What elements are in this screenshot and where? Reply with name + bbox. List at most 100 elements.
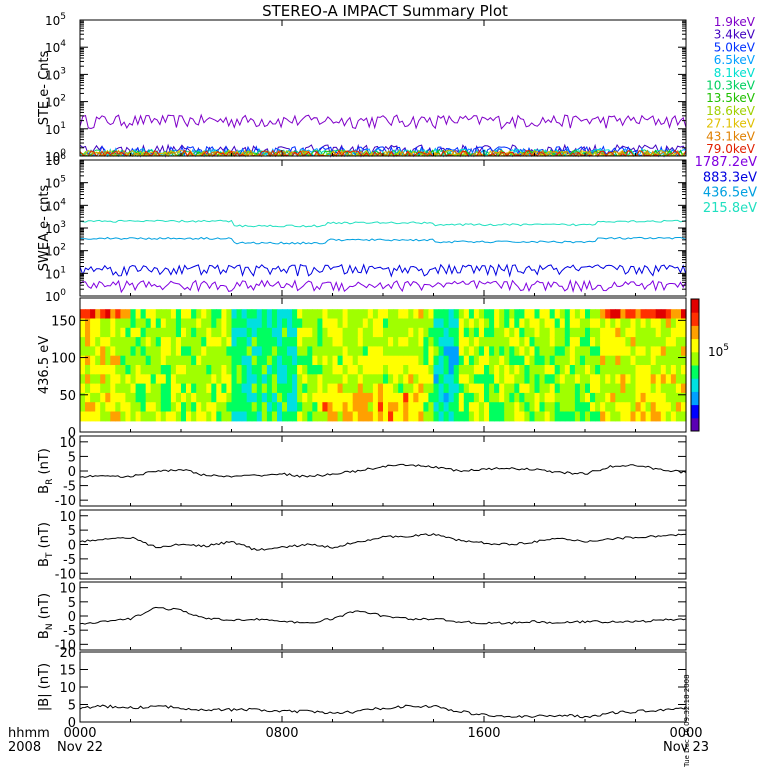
heatmap-cell [347, 355, 354, 366]
heatmap-cell [529, 346, 536, 357]
heatmap-cell [357, 355, 364, 366]
heatmap-cell [105, 346, 111, 357]
heatmap-cell [595, 402, 601, 413]
heatmap-cell [105, 411, 111, 422]
heatmap-cell [226, 383, 232, 394]
heatmap-cell [579, 327, 586, 338]
heatmap-cell [241, 318, 248, 329]
heatmap-cell [428, 383, 434, 394]
heatmap-cell [408, 355, 414, 366]
heatmap-cell [251, 374, 258, 385]
heatmap-cell [261, 346, 268, 357]
heatmap-cell [433, 365, 440, 375]
heatmap-cell [256, 309, 263, 320]
heatmap-cell [256, 355, 263, 366]
heatmap-cell [640, 318, 647, 329]
heatmap-cell [140, 337, 147, 347]
heatmap-cell [302, 383, 308, 394]
heatmap-cell [478, 411, 485, 422]
heatmap-cell [170, 318, 177, 329]
heatmap-cell [559, 411, 566, 422]
heatmap-cell [625, 411, 631, 422]
ytick-label: -5 [63, 624, 76, 639]
heatmap-cell [579, 337, 586, 347]
heatmap-cell [403, 318, 409, 329]
heatmap-cell [115, 365, 121, 375]
heatmap-cell [110, 411, 116, 422]
legend-item: 1.9keV [714, 15, 756, 29]
heatmap-cell [635, 365, 642, 375]
heatmap-cell [383, 337, 389, 347]
heatmap-cell [352, 402, 359, 413]
heatmap-cell [241, 392, 248, 403]
ytick-label: 0 [68, 426, 76, 441]
heatmap-cell [125, 346, 131, 357]
heatmap-cell [211, 318, 217, 329]
heatmap-cell [307, 402, 313, 413]
heatmap-cell [140, 411, 147, 422]
heatmap-cell [494, 411, 500, 422]
heatmap-cell [423, 392, 429, 403]
heatmap-cell [539, 402, 546, 413]
heatmap-cell [246, 365, 253, 375]
heatmap-cell [271, 402, 278, 413]
heatmap-cell [135, 337, 142, 347]
heatmap-cell [266, 411, 273, 422]
heatmap-cell [337, 411, 344, 422]
heatmap-cell [544, 318, 551, 329]
heatmap-cell [115, 337, 121, 347]
heatmap-cell [90, 365, 96, 375]
heatmap-cell [529, 402, 536, 413]
heatmap-cell [155, 337, 162, 347]
heatmap-cell [675, 374, 682, 385]
heatmap-cell [312, 309, 318, 320]
heatmap-cell [170, 411, 177, 422]
colorbar-swatch [691, 351, 699, 366]
heatmap-cell [145, 355, 152, 366]
heatmap-cell [549, 355, 556, 366]
heatmap-cell [221, 411, 227, 422]
heatmap-cell [655, 309, 662, 320]
heatmap-cell [130, 337, 137, 347]
heatmap-cell [443, 383, 450, 394]
heatmap-cell [125, 309, 131, 320]
heatmap-cell [352, 383, 359, 394]
heatmap-cell [85, 337, 91, 347]
heatmap-cell [504, 411, 510, 422]
series-line-1.9keV [79, 113, 687, 130]
heatmap-cell [514, 318, 520, 329]
heatmap-cell [458, 337, 465, 347]
heatmap-cell [165, 327, 172, 338]
heatmap-cell [372, 365, 379, 375]
heatmap-cell [393, 355, 399, 366]
heatmap-cell [665, 309, 672, 320]
heatmap-cell [559, 355, 566, 366]
colorbar-swatch [691, 299, 699, 313]
heatmap-cell [115, 402, 121, 413]
heatmap-cell [645, 383, 652, 394]
heatmap-cell [393, 411, 399, 422]
legend-item: 5.0keV [714, 40, 756, 54]
heatmap-cell [302, 402, 308, 413]
heatmap-cell [665, 346, 672, 357]
heatmap-cell [433, 392, 440, 403]
heatmap-cell [600, 392, 606, 403]
heatmap-cell [595, 374, 601, 385]
heatmap-cell [327, 346, 334, 357]
heatmap-cell [635, 383, 642, 394]
heatmap-cell [181, 318, 187, 329]
heatmap-cell [241, 411, 248, 422]
heatmap-cell [261, 318, 268, 329]
heatmap-cell [529, 411, 536, 422]
heatmap-cell [494, 402, 500, 413]
heatmap-cell [125, 355, 131, 366]
heatmap-cell [494, 309, 500, 320]
heatmap-cell [367, 327, 374, 338]
heatmap-cell [585, 374, 591, 385]
heatmap-cell [241, 337, 248, 347]
heatmap-cell [282, 337, 288, 347]
heatmap-cell [352, 346, 359, 357]
heatmap-cell [675, 327, 682, 338]
heatmap-cell [277, 383, 283, 394]
xtick-date-label: Nov 23 [663, 740, 709, 755]
